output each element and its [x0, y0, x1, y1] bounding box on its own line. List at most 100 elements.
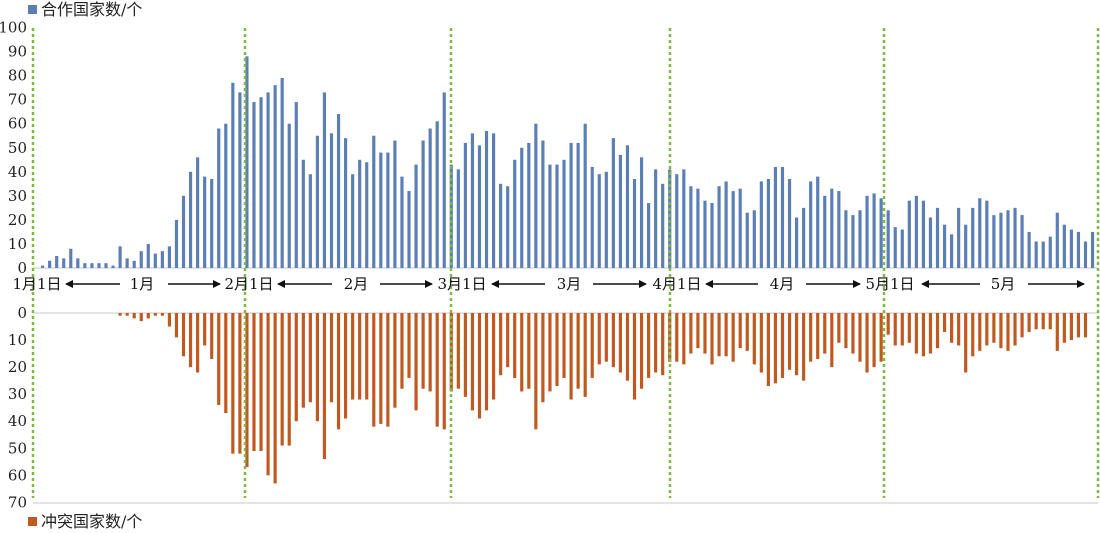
cooperation-bar: [252, 102, 256, 269]
cooperation-bar: [69, 248, 73, 268]
cooperation-bar: [470, 133, 475, 268]
cooperation-bar: [336, 114, 341, 268]
conflict-bar: [329, 313, 334, 403]
legend-label-cooperation: 合作国家数/个: [41, 0, 142, 19]
conflict-bar: [280, 313, 284, 446]
conflict-bar: [759, 313, 763, 373]
conflict-bar: [259, 313, 263, 451]
cooperation-bar: [224, 123, 228, 268]
conflict-bar: [196, 313, 200, 373]
conflict-bar: [1069, 313, 1073, 341]
conflict-bar: [167, 313, 172, 327]
cooperation-bar: [273, 85, 277, 268]
cooperation-bar: [442, 92, 446, 268]
cooperation-bar: [703, 200, 707, 268]
conflict-bar: [1055, 313, 1059, 351]
cooperation-bar: [97, 263, 101, 268]
top-axis-tick-label: 60: [8, 115, 27, 133]
conflict-bar: [844, 313, 848, 349]
cooperation-bar: [534, 123, 538, 268]
date-label: 2月1日: [224, 275, 273, 293]
top-axis-tick-label: 80: [8, 67, 27, 85]
conflict-bar: [491, 313, 496, 400]
conflict-bar: [809, 313, 813, 362]
cooperation-bar: [315, 135, 319, 268]
month-label: 2月: [344, 275, 369, 293]
conflict-bar: [562, 313, 566, 378]
timeline-arrowhead: [277, 280, 285, 288]
month-label: 3月: [557, 275, 582, 293]
cooperation-bar: [527, 142, 531, 268]
cooperation-bars: [41, 56, 1095, 269]
date-label: 4月1日: [652, 275, 701, 293]
cooperation-bar: [491, 133, 496, 268]
cooperation-bar: [358, 159, 362, 268]
conflict-bar: [301, 313, 305, 408]
cooperation-bar: [407, 191, 411, 268]
conflict-bar: [499, 313, 503, 376]
conflict-bar: [914, 313, 918, 354]
cooperation-bar: [167, 246, 172, 268]
timeline-arrowhead: [705, 280, 713, 288]
conflict-bar: [858, 313, 862, 362]
conflict-bar: [372, 313, 376, 427]
cooperation-bar: [654, 169, 658, 268]
conflict-bar: [837, 313, 841, 343]
conflict-bar: [393, 313, 397, 408]
cooperation-bar: [1006, 210, 1010, 268]
conflict-bar: [1034, 313, 1038, 330]
cooperation-bar: [421, 140, 425, 268]
cooperation-bar: [957, 207, 961, 268]
cooperation-bar: [710, 203, 714, 268]
conflict-bar: [632, 313, 637, 400]
cooperation-bar: [435, 121, 439, 268]
conflict-bar: [520, 313, 524, 392]
cooperation-bar: [41, 265, 45, 268]
cooperation-bar: [604, 171, 608, 268]
conflict-bar: [830, 313, 834, 368]
cooperation-bar: [921, 200, 926, 268]
conflict-bar: [365, 313, 369, 400]
cooperation-bar: [682, 169, 686, 268]
cooperation-bar: [174, 219, 179, 268]
cooperation-bar: [632, 179, 637, 268]
cooperation-bar: [499, 183, 503, 268]
cooperation-bar: [1027, 231, 1031, 268]
cooperation-bar: [344, 138, 348, 268]
cooperation-bar: [724, 181, 728, 268]
cooperation-bar: [731, 191, 735, 268]
conflict-bar: [985, 313, 989, 346]
date-label: 1月1日: [12, 275, 61, 293]
conflict-bar: [823, 313, 827, 354]
cooperation-bar: [971, 207, 975, 268]
date-label: 5月1日: [865, 275, 914, 293]
conflict-bar: [865, 313, 869, 373]
bottom-axis-tick-label: 60: [8, 466, 27, 484]
conflict-bar: [752, 313, 756, 365]
cooperation-bar: [823, 195, 827, 268]
month-label: 4月: [770, 275, 795, 293]
conflict-bar: [1048, 313, 1052, 330]
conflict-bar: [893, 313, 897, 346]
conflict-bar: [703, 313, 707, 354]
conflict-bar: [463, 313, 467, 397]
timeline-arrowhead: [213, 280, 221, 288]
bottom-axis-tick-label: 40: [8, 412, 27, 430]
conflict-bar: [569, 313, 573, 400]
conflict-bar: [957, 313, 961, 346]
cooperation-bar: [48, 260, 52, 268]
cooperation-bar: [950, 234, 954, 268]
conflict-bar: [661, 313, 665, 376]
cooperation-bar: [414, 164, 418, 268]
cooperation-bar: [379, 152, 383, 268]
conflict-bar: [555, 313, 559, 387]
conflict-bar: [139, 313, 143, 322]
legend-swatch-conflict: [28, 517, 37, 526]
cooperation-bar: [914, 195, 918, 268]
conflict-bar: [689, 313, 693, 354]
cooperation-bar: [266, 92, 270, 268]
conflict-bar: [576, 313, 580, 389]
conflict-bar: [153, 313, 157, 316]
conflict-bar: [597, 313, 601, 365]
conflict-bar: [386, 313, 390, 427]
